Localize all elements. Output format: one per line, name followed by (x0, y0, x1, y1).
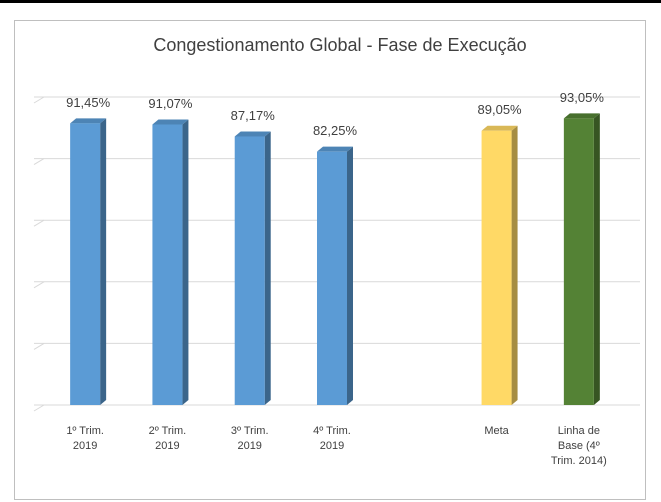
x-tick-label: 1º Trim. 2019 (66, 425, 104, 452)
bar (70, 123, 101, 406)
x-tick-label: Linha de Base (4º Trim. 2014) (550, 425, 607, 467)
bar (563, 118, 594, 405)
chart-frame (14, 20, 646, 500)
grid-line-depth (33, 96, 45, 104)
bar (234, 136, 265, 405)
bar-top (481, 125, 518, 131)
x-tick-label: 3º Trim. 2019 (230, 425, 269, 452)
bar-top (563, 113, 600, 119)
bar-side (511, 125, 518, 405)
top-border (0, 0, 661, 3)
x-tick-label: Meta (484, 425, 509, 437)
value-label: 91,45% (66, 95, 111, 110)
bar-side (593, 113, 600, 405)
grid-line-depth (33, 281, 45, 289)
value-label: 89,05% (478, 102, 523, 117)
value-label: 93,05% (560, 90, 605, 105)
bar (317, 151, 347, 405)
x-tick-label: 2º Trim. 2019 (148, 425, 187, 452)
value-label: 82,25% (313, 123, 358, 138)
x-tick-label: 4º Trim. 2019 (313, 425, 351, 452)
bar-side (182, 119, 189, 406)
value-label: 91,07% (148, 96, 193, 111)
bar-side (347, 146, 353, 406)
grid-line-depth (33, 219, 45, 227)
grid-line-depth (33, 404, 45, 412)
value-label: 87,17% (231, 108, 276, 123)
bar-top (317, 146, 353, 152)
bar-top (234, 131, 271, 137)
bar-top (152, 119, 189, 125)
bar-side (264, 131, 271, 405)
bar (152, 124, 183, 406)
bar-top (70, 118, 107, 124)
bar-side (100, 118, 107, 406)
bar (481, 130, 512, 405)
grid-line-depth (33, 342, 45, 350)
grid-line-depth (33, 158, 45, 166)
chart-title: Congestionamento Global - Fase de Execuç… (153, 35, 526, 55)
